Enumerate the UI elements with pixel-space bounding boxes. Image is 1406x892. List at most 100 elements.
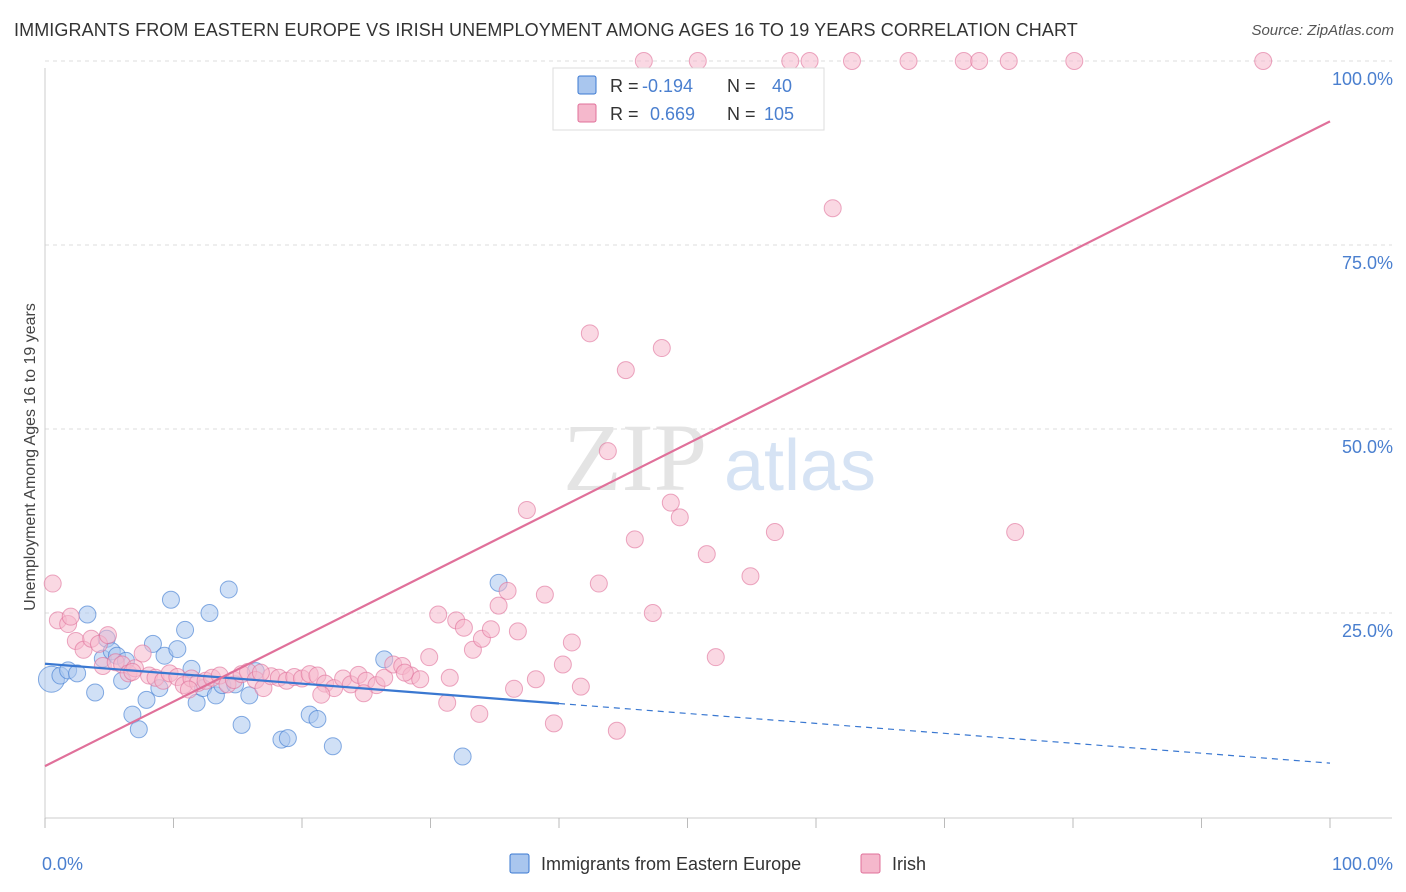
legend-bottom-swatch-blue (509, 853, 530, 874)
point-irish (312, 685, 331, 704)
point-irish (643, 604, 662, 622)
chart-title: IMMIGRANTS FROM EASTERN EUROPE VS IRISH … (14, 20, 1078, 40)
point-irish (697, 545, 716, 564)
legend-n-label-pink: N = (727, 104, 756, 124)
point-irish (505, 679, 524, 698)
point-irish (508, 622, 527, 641)
point-irish (438, 693, 457, 712)
point-irish (670, 508, 689, 527)
trend-line-eastern-europe (44, 662, 560, 705)
point-eastern-europe (200, 604, 219, 622)
point-irish (98, 626, 117, 645)
point-eastern-europe (323, 737, 342, 756)
point-irish (954, 52, 973, 70)
legend-r-label-blue: R = (610, 76, 639, 96)
point-irish (899, 52, 918, 70)
point-irish (562, 633, 581, 652)
point-irish (970, 52, 989, 70)
legend-top-row-pink: R = 0.669 N = 105 (577, 103, 794, 124)
legend-top-row-blue: R = -0.194 N = 40 (577, 75, 792, 96)
legend-n-value-blue: 40 (772, 76, 792, 96)
point-irish (489, 596, 508, 615)
point-irish (251, 663, 270, 682)
x-tick-label: 100.0% (1332, 854, 1393, 874)
legend-n-label-blue: N = (727, 76, 756, 96)
axes (44, 68, 1392, 828)
legend-swatch-blue (577, 75, 597, 95)
point-irish (999, 52, 1018, 70)
point-irish (375, 668, 394, 687)
point-irish (598, 442, 617, 461)
y-tick-labels: 25.0% 50.0% 75.0% 100.0% (1332, 69, 1393, 641)
point-eastern-europe (137, 690, 156, 709)
point-irish (544, 714, 563, 733)
point-irish (607, 721, 626, 740)
point-irish (741, 567, 760, 586)
point-eastern-europe (168, 640, 187, 659)
legend-bottom-swatch-pink (860, 853, 881, 874)
point-eastern-europe (232, 715, 251, 734)
point-irish (765, 523, 784, 542)
point-irish (634, 52, 653, 70)
legend-top: R = -0.194 N = 40 R = 0.669 N = 105 (552, 67, 825, 131)
point-eastern-europe (161, 590, 180, 609)
x-tick-labels: 0.0% 100.0% (42, 854, 1393, 874)
point-irish (454, 618, 473, 637)
grid-lines (45, 60, 1392, 614)
point-eastern-europe (129, 720, 148, 739)
point-irish (470, 704, 489, 723)
legend-r-value-blue: -0.194 (642, 76, 693, 96)
point-irish (481, 620, 500, 639)
legend-swatch-pink (577, 103, 597, 123)
point-irish (43, 574, 62, 593)
y-tick-label: 75.0% (1342, 253, 1393, 273)
point-irish (571, 677, 590, 696)
point-irish (1006, 523, 1025, 542)
point-irish (625, 530, 644, 549)
y-tick-label: 100.0% (1332, 69, 1393, 89)
point-eastern-europe (219, 580, 238, 599)
point-irish (800, 52, 819, 70)
point-irish (1254, 52, 1273, 70)
trend-line-eastern-europe-extension (558, 702, 1331, 764)
point-irish (440, 668, 459, 687)
point-irish (652, 339, 671, 358)
point-irish (688, 52, 707, 70)
point-irish (706, 648, 725, 667)
trend-line-irish (44, 120, 1331, 768)
point-irish (526, 670, 545, 689)
legend-bottom-label-pink: Irish (892, 854, 926, 874)
y-tick-label: 50.0% (1342, 437, 1393, 457)
x-tick-label: 0.0% (42, 854, 83, 874)
point-eastern-europe (308, 709, 327, 728)
point-eastern-europe (453, 747, 472, 766)
point-irish (1065, 52, 1084, 70)
point-irish (589, 574, 608, 593)
point-eastern-europe (278, 729, 297, 748)
point-irish (411, 670, 430, 689)
source-label: Source: ZipAtlas.com (1251, 22, 1394, 39)
point-irish (535, 585, 554, 604)
legend-bottom: Immigrants from Eastern Europe Irish (509, 853, 926, 874)
point-irish (553, 655, 572, 674)
point-irish (395, 663, 414, 682)
trend-lines (44, 120, 1331, 768)
legend-r-value-pink: 0.669 (650, 104, 695, 124)
point-eastern-europe (68, 664, 87, 683)
point-irish (842, 52, 861, 70)
y-axis-label: Unemployment Among Ages 16 to 19 years (22, 303, 39, 611)
point-irish (661, 493, 680, 512)
point-irish (823, 199, 842, 218)
watermark: ZIP atlas (563, 404, 876, 511)
point-irish (61, 607, 80, 626)
point-irish (133, 644, 152, 663)
watermark-atlas: atlas (724, 426, 876, 506)
legend-r-label-pink: R = (610, 104, 639, 124)
point-irish (580, 324, 599, 343)
point-irish (179, 680, 198, 699)
point-eastern-europe (78, 605, 97, 624)
point-irish (498, 581, 517, 600)
legend-n-value-pink: 105 (764, 104, 794, 124)
point-irish (420, 648, 439, 667)
